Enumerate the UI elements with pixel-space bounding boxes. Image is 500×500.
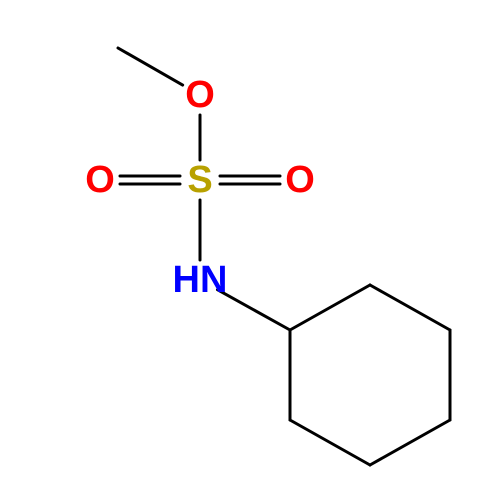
atom-label-O3: O (185, 74, 215, 116)
bond (290, 420, 370, 465)
bond (217, 290, 290, 330)
atom-label-S: S (187, 159, 212, 201)
bond (370, 285, 450, 330)
molecule-diagram: S O O O HN (0, 0, 500, 500)
atom-label-N: HN (173, 259, 228, 301)
bond (290, 285, 370, 330)
atom-label-O1: O (85, 159, 115, 201)
bond (370, 420, 450, 465)
atom-label-O2: O (285, 159, 315, 201)
bond (118, 48, 183, 85)
